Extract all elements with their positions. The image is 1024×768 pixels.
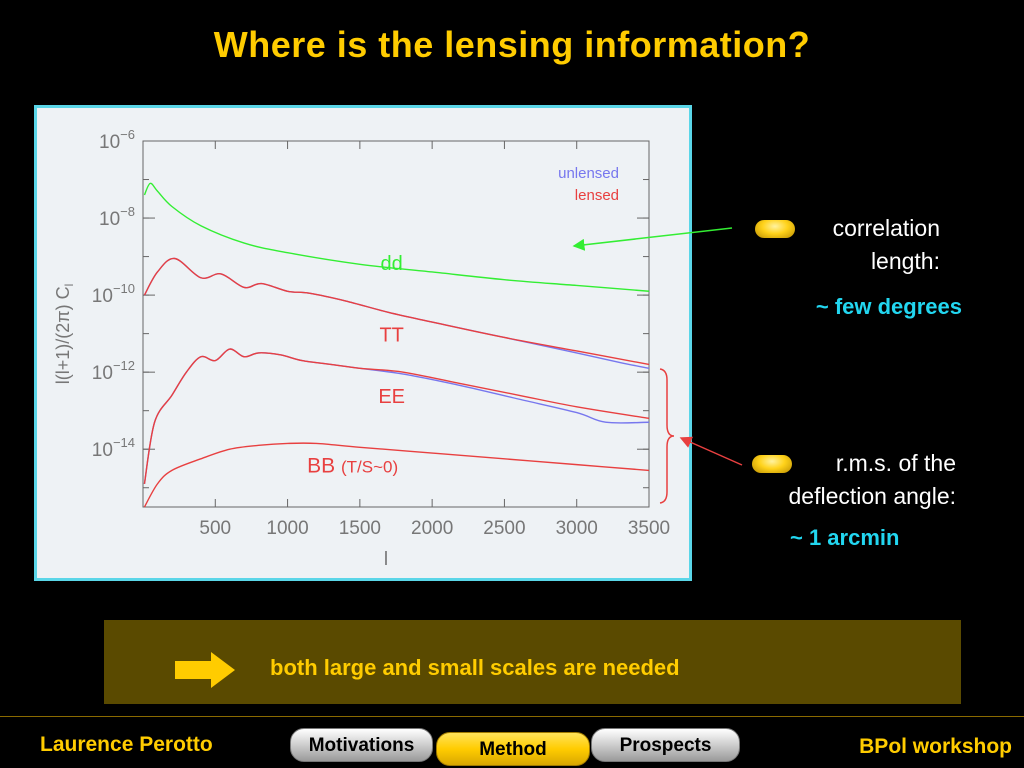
x-tick-label: 2500 bbox=[483, 518, 525, 539]
tab-prospects[interactable]: Prospects bbox=[591, 728, 740, 762]
footer-divider bbox=[0, 716, 1024, 717]
slide-title: Where is the lensing information? bbox=[213, 24, 811, 65]
x-tick-label: 1000 bbox=[266, 518, 308, 539]
x-tick-label: 500 bbox=[199, 518, 231, 539]
series-tt-lensed bbox=[143, 257, 650, 366]
conclusion-banner bbox=[104, 620, 961, 704]
correlation-line2: length: bbox=[870, 248, 940, 274]
tab-method[interactable]: Method bbox=[436, 732, 590, 766]
chart-panel: 500 1000 1500 2000 2500 3000 3500 10−6 10−8 10−10… bbox=[34, 105, 692, 581]
correlation-value: ~ few degrees bbox=[815, 294, 962, 319]
correlation-line1: correlation bbox=[832, 215, 940, 241]
curve-label-bb: BB (T/S~0) bbox=[307, 454, 398, 477]
rms-line1: r.m.s. of the bbox=[835, 450, 956, 476]
correlation-note: correlation length: bbox=[833, 212, 940, 278]
rms-note: r.m.s. of the deflection angle: bbox=[788, 447, 956, 513]
rms-line2: deflection angle: bbox=[788, 483, 956, 509]
footer-author: Laurence Perotto bbox=[40, 733, 213, 756]
gold-bullet-icon bbox=[752, 455, 792, 473]
x-tick-label: 2000 bbox=[411, 518, 453, 539]
x-axis-label: l bbox=[384, 549, 388, 570]
power-spectrum-chart: 500 1000 1500 2000 2500 3000 3500 10−6 10−8 10−10… bbox=[53, 127, 670, 570]
series-ee-lensed bbox=[143, 348, 650, 484]
curve-label-dd: dd bbox=[381, 253, 403, 275]
series-bb-lensed bbox=[143, 442, 650, 508]
legend-unlensed: unlensed bbox=[558, 165, 619, 182]
footer-event: BPol workshop bbox=[859, 735, 1012, 758]
series-dd bbox=[143, 182, 650, 292]
y-tick-label: 10−6 bbox=[99, 127, 135, 153]
x-tick-label: 1500 bbox=[339, 518, 381, 539]
tab-motivations[interactable]: Motivations bbox=[290, 728, 433, 762]
right-arrow-icon bbox=[175, 652, 235, 688]
legend-lensed: lensed bbox=[575, 187, 619, 204]
conclusion-text: both large and small scales are needed bbox=[270, 655, 680, 680]
x-tick-label: 3000 bbox=[556, 518, 598, 539]
curve-label-ee: EE bbox=[378, 386, 405, 408]
y-tick-label: 10−10 bbox=[92, 281, 135, 307]
curve-label-tt: TT bbox=[379, 324, 403, 346]
y-tick-label: 10−12 bbox=[92, 358, 135, 384]
y-axis-label: l(l+1)/(2π) Cl bbox=[53, 284, 76, 385]
y-tick-label: 10−14 bbox=[92, 435, 135, 461]
plot-frame-box bbox=[142, 140, 650, 508]
y-tick-label: 10−8 bbox=[99, 204, 135, 230]
gold-bullet-icon bbox=[755, 220, 795, 238]
x-tick-label: 3500 bbox=[628, 518, 670, 539]
rms-value: ~ 1 arcmin bbox=[790, 525, 900, 550]
